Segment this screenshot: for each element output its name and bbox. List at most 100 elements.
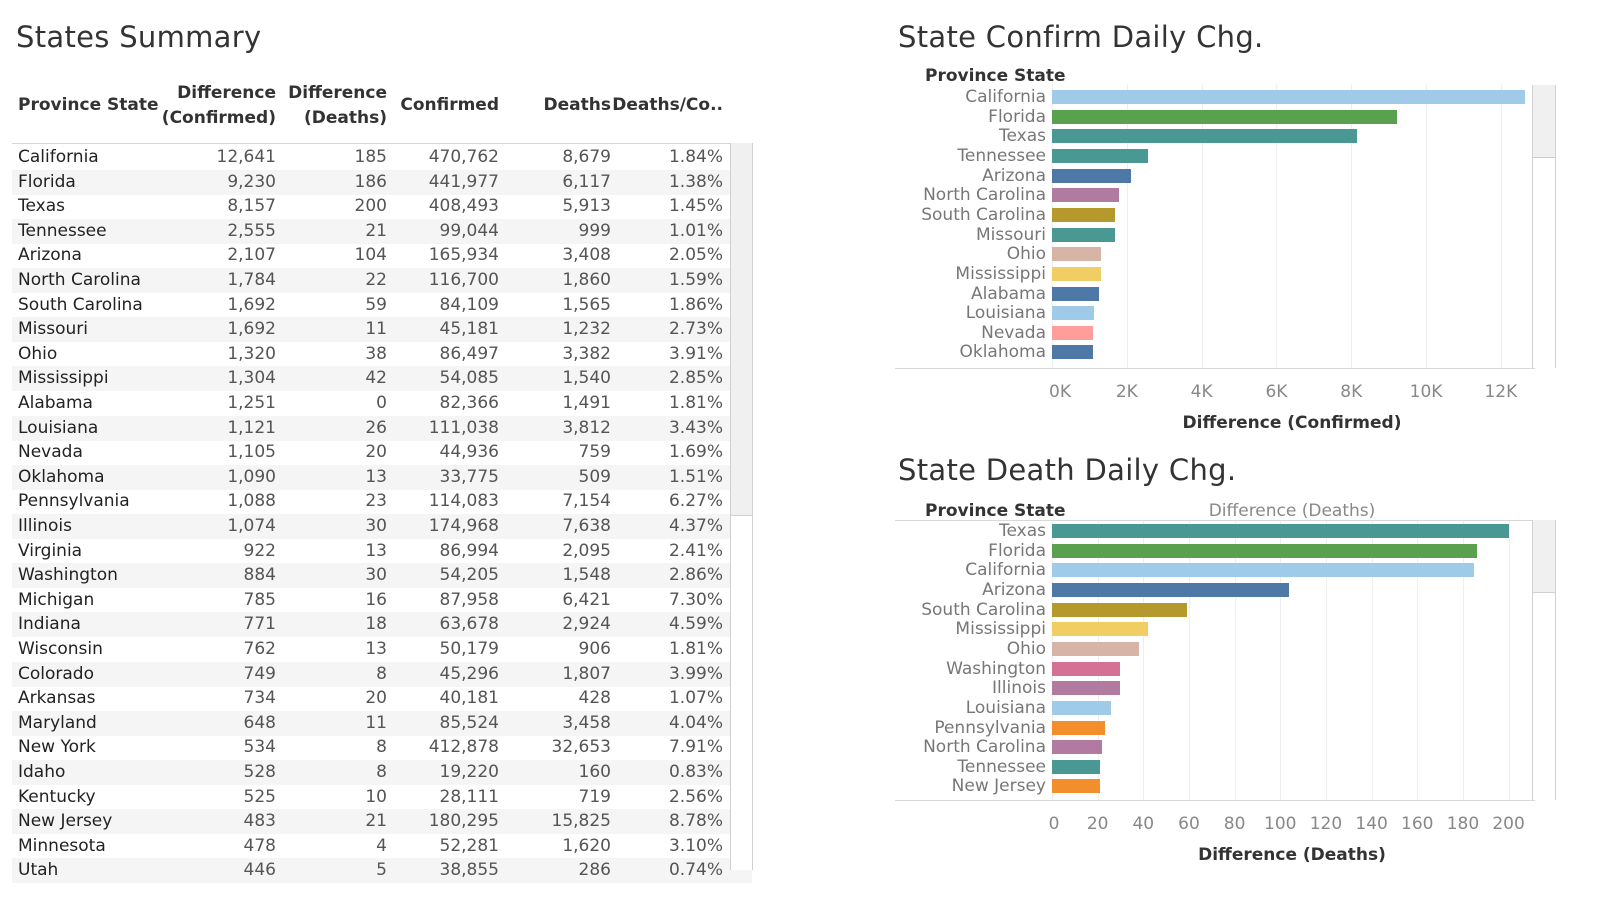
bar[interactable]: [1052, 149, 1148, 163]
value-cell: 7.91%: [669, 735, 723, 760]
table-row[interactable]: Alabama 1,251 0 82,366 1,491 1.81%: [12, 391, 752, 416]
table-row[interactable]: Mississippi 1,304 42 54,085 1,540 2.85%: [12, 366, 752, 391]
bar[interactable]: [1052, 779, 1100, 793]
bar-category-label: Arizona: [982, 580, 1046, 600]
value-cell: 10: [365, 785, 387, 810]
table-row[interactable]: Arkansas 734 20 40,181 428 1.07%: [12, 686, 752, 711]
table-row[interactable]: Louisiana 1,121 26 111,038 3,812 3.43%: [12, 416, 752, 441]
value-cell: 922: [244, 539, 276, 564]
value-cell: 114,083: [429, 489, 499, 514]
value-cell: 28,111: [440, 785, 499, 810]
table-row[interactable]: California 12,641 185 470,762 8,679 1.84%: [12, 145, 752, 170]
table-row[interactable]: Utah 446 5 38,855 286 0.74%: [12, 858, 752, 883]
state-name-cell: Arizona: [18, 243, 82, 268]
bar[interactable]: [1052, 326, 1093, 340]
table-row[interactable]: Colorado 749 8 45,296 1,807 3.99%: [12, 662, 752, 687]
column-header[interactable]: Difference (Deaths): [288, 81, 387, 131]
confirm-chart-scroll-thumb[interactable]: [1533, 85, 1555, 158]
gridline: [1143, 520, 1144, 800]
table-row[interactable]: Arizona 2,107 104 165,934 3,408 2.05%: [12, 243, 752, 268]
state-name-cell: Florida: [18, 170, 76, 195]
bar[interactable]: [1052, 740, 1102, 754]
table-row[interactable]: Michigan 785 16 87,958 6,421 7.30%: [12, 588, 752, 613]
bar[interactable]: [1052, 642, 1139, 656]
bar-category-label: Oklahoma: [959, 342, 1046, 362]
table-row[interactable]: New York 534 8 412,878 32,653 7.91%: [12, 735, 752, 760]
value-cell: 1.59%: [669, 268, 723, 293]
state-name-cell: Tennessee: [18, 219, 107, 244]
value-cell: 749: [244, 662, 276, 687]
bar[interactable]: [1052, 662, 1120, 676]
bar[interactable]: [1052, 228, 1115, 242]
bar[interactable]: [1052, 267, 1101, 281]
column-header[interactable]: Province State: [18, 93, 159, 118]
bar[interactable]: [1052, 524, 1509, 538]
table-row[interactable]: Idaho 528 8 19,220 160 0.83%: [12, 760, 752, 785]
bar[interactable]: [1052, 583, 1289, 597]
bar[interactable]: [1052, 287, 1099, 301]
states-summary-table: Province State Difference (Confirmed) Diffe…: [12, 70, 772, 890]
column-header[interactable]: Difference (Confirmed): [162, 81, 276, 131]
table-row[interactable]: Texas 8,157 200 408,493 5,913 1.45%: [12, 194, 752, 219]
death-chart-scrollbar[interactable]: [1532, 520, 1556, 800]
table-row[interactable]: Oklahoma 1,090 13 33,775 509 1.51%: [12, 465, 752, 490]
bar[interactable]: [1052, 622, 1148, 636]
value-cell: 45,181: [440, 317, 499, 342]
table-row[interactable]: Kentucky 525 10 28,111 719 2.56%: [12, 785, 752, 810]
bar[interactable]: [1052, 563, 1474, 577]
table-row[interactable]: Pennsylvania 1,088 23 114,083 7,154 6.27%: [12, 489, 752, 514]
table-scroll-thumb[interactable]: [731, 143, 752, 516]
table-row[interactable]: South Carolina 1,692 59 84,109 1,565 1.86%: [12, 293, 752, 318]
column-header[interactable]: Deaths/Co..: [612, 93, 723, 118]
value-cell: 87,958: [440, 588, 499, 613]
table-row[interactable]: Ohio 1,320 38 86,497 3,382 3.91%: [12, 342, 752, 367]
table-row[interactable]: Washington 884 30 54,205 1,548 2.86%: [12, 563, 752, 588]
bar[interactable]: [1052, 603, 1187, 617]
bar[interactable]: [1052, 721, 1105, 735]
table-row[interactable]: Nevada 1,105 20 44,936 759 1.69%: [12, 440, 752, 465]
table-row[interactable]: Wisconsin 762 13 50,179 906 1.81%: [12, 637, 752, 662]
bar[interactable]: [1052, 169, 1131, 183]
bar[interactable]: [1052, 188, 1119, 202]
bar[interactable]: [1052, 306, 1094, 320]
bar[interactable]: [1052, 701, 1111, 715]
confirm-chart-scrollbar[interactable]: [1532, 85, 1556, 368]
bar-category-label: Texas: [999, 521, 1046, 541]
x-axis-tick-label: 0K: [1030, 382, 1090, 402]
table-row[interactable]: Minnesota 478 4 52,281 1,620 3.10%: [12, 834, 752, 859]
table-row[interactable]: North Carolina 1,784 22 116,700 1,860 1.59%: [12, 268, 752, 293]
value-cell: 1.38%: [669, 170, 723, 195]
bar[interactable]: [1052, 760, 1100, 774]
bar[interactable]: [1052, 90, 1525, 104]
death-chart-scroll-thumb[interactable]: [1533, 520, 1555, 593]
bar[interactable]: [1052, 544, 1477, 558]
bar[interactable]: [1052, 110, 1397, 124]
table-row[interactable]: Indiana 771 18 63,678 2,924 4.59%: [12, 612, 752, 637]
table-row[interactable]: Missouri 1,692 11 45,181 1,232 2.73%: [12, 317, 752, 342]
bar-category-label: Florida: [988, 107, 1046, 127]
table-row[interactable]: Illinois 1,074 30 174,968 7,638 4.37%: [12, 514, 752, 539]
value-cell: 104: [355, 243, 387, 268]
column-header-line: (Confirmed): [162, 106, 276, 131]
table-row[interactable]: New Jersey 483 21 180,295 15,825 8.78%: [12, 809, 752, 834]
bar[interactable]: [1052, 208, 1115, 222]
bar[interactable]: [1052, 681, 1120, 695]
table-row[interactable]: Florida 9,230 186 441,977 6,117 1.38%: [12, 170, 752, 195]
table-row[interactable]: Tennessee 2,555 21 99,044 999 1.01%: [12, 219, 752, 244]
table-row[interactable]: Maryland 648 11 85,524 3,458 4.04%: [12, 711, 752, 736]
bar[interactable]: [1052, 247, 1101, 261]
table-row[interactable]: Virginia 922 13 86,994 2,095 2.41%: [12, 539, 752, 564]
bar[interactable]: [1052, 345, 1093, 359]
column-header[interactable]: Deaths: [544, 93, 611, 118]
value-cell: 1.86%: [669, 293, 723, 318]
value-cell: 719: [579, 785, 611, 810]
value-cell: 18: [365, 612, 387, 637]
bar-category-label: Pennsylvania: [934, 718, 1046, 738]
column-header-line: Deaths: [544, 93, 611, 118]
state-name-cell: California: [18, 145, 99, 170]
bar-category-label: Ohio: [1007, 244, 1046, 264]
column-header[interactable]: Confirmed: [400, 93, 499, 118]
bar[interactable]: [1052, 129, 1357, 143]
table-vertical-scrollbar[interactable]: [730, 143, 753, 870]
value-cell: 1,565: [562, 293, 611, 318]
